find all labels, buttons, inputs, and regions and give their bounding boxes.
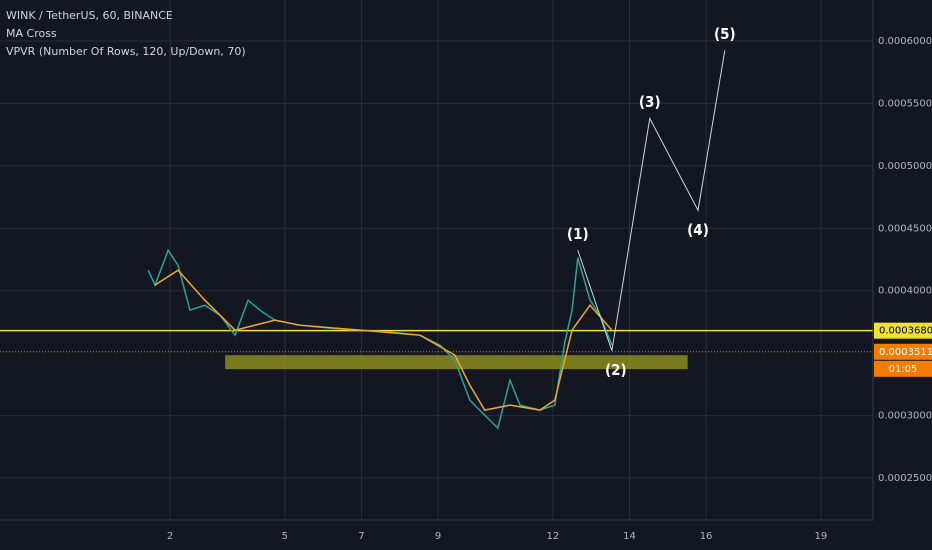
x-tick-label: 7 <box>358 531 364 542</box>
grid <box>0 0 873 520</box>
wave-label: (5) <box>714 25 736 43</box>
countdown: 01:05 <box>889 364 918 375</box>
wave-label: (2) <box>605 361 627 379</box>
y-tick-label: 0.0002500 <box>878 473 932 484</box>
wave-label: (4) <box>687 221 709 239</box>
wave-label: (3) <box>639 93 661 111</box>
y-tick-label: 0.0004500 <box>878 223 932 234</box>
y-tick-label: 0.0003000 <box>878 411 932 422</box>
price-tag-label: 0.0003511 <box>879 347 932 358</box>
plot <box>0 50 873 430</box>
x-tick-label: 12 <box>547 531 560 542</box>
countdown-tag <box>874 360 932 377</box>
x-tick-label: 16 <box>700 531 713 542</box>
x-tick-label: 14 <box>623 531 636 542</box>
wave-path <box>577 50 726 351</box>
indicator-label: VPVR (Number Of Rows, 120, Up/Down, 70) <box>6 45 246 58</box>
price-tag-label: 0.0003680 <box>879 326 932 337</box>
chart-title: WINK / TetherUS, 60, BINANCE <box>6 9 173 22</box>
price-tag <box>874 322 932 339</box>
x-tick-label: 2 <box>167 531 173 542</box>
x-tick-label: 9 <box>435 531 441 542</box>
ma-line <box>154 269 613 411</box>
wave-label: (1) <box>567 225 589 243</box>
y-tick-label: 0.0005000 <box>878 161 932 172</box>
y-tick-label: 0.0006000 <box>878 36 932 47</box>
price-tag <box>874 343 932 360</box>
indicator-label: MA Cross <box>6 27 57 40</box>
x-tick-label: 5 <box>282 531 288 542</box>
y-tick-label: 0.0005500 <box>878 98 932 109</box>
y-tick-label: 0.0004000 <box>878 286 932 297</box>
x-tick-label: 19 <box>815 531 828 542</box>
